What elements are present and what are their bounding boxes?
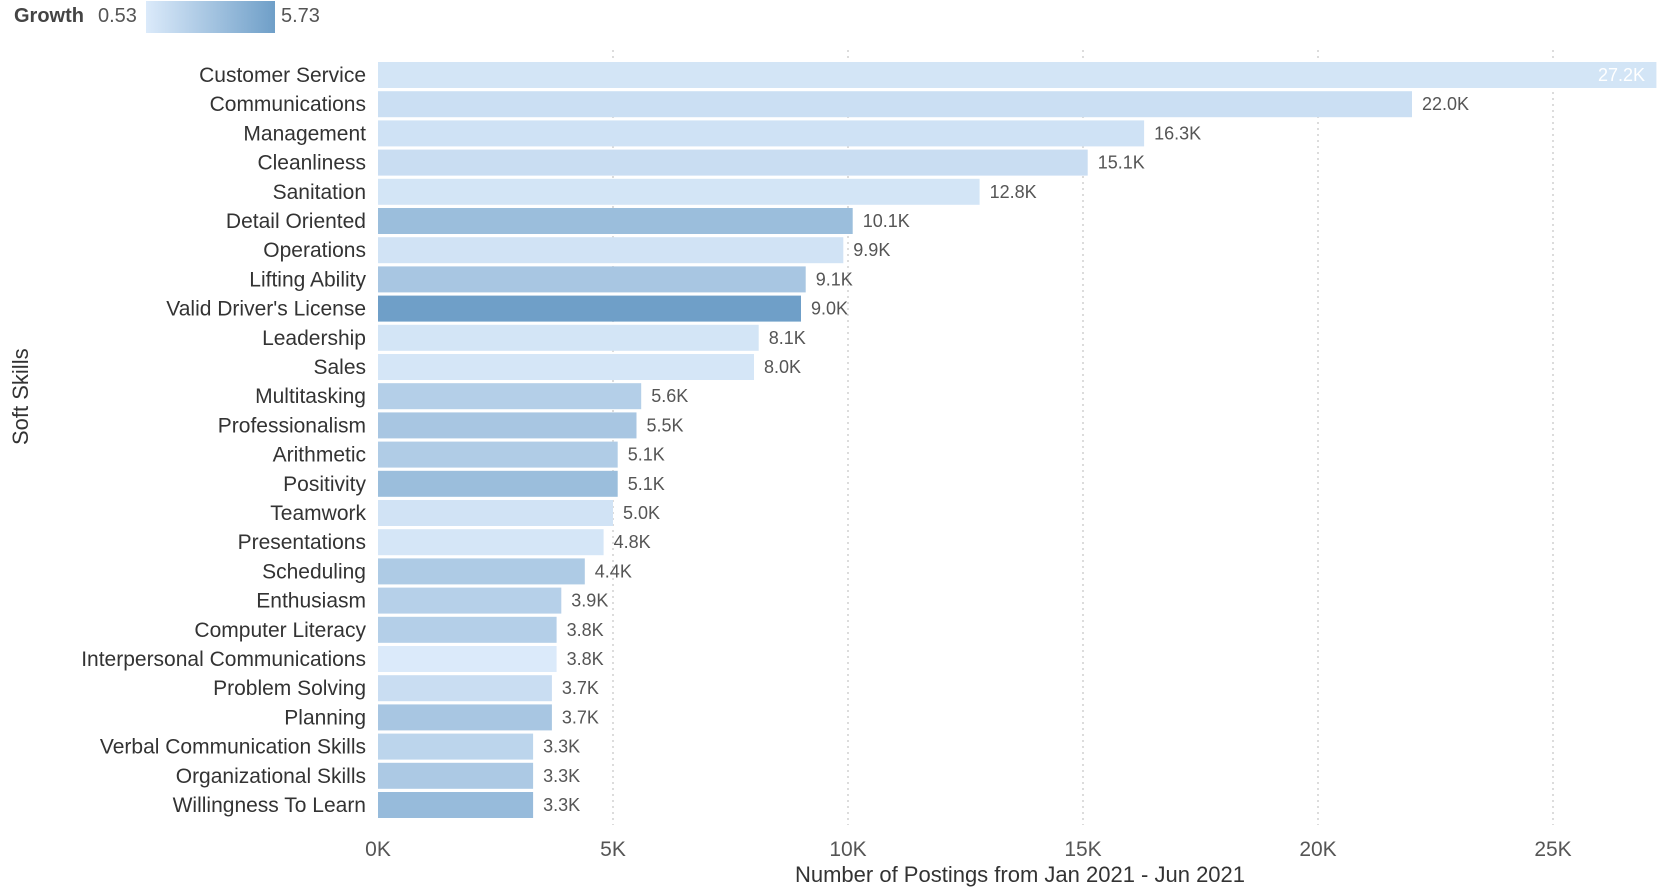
- bar: [378, 500, 613, 526]
- data-label: 27.2K: [1598, 65, 1645, 85]
- legend-max-label: 5.73: [281, 5, 320, 27]
- bar: [378, 762, 534, 789]
- x-tick-label: 5K: [600, 838, 626, 861]
- category-label: Willingness To Learn: [173, 794, 366, 817]
- bar: [378, 675, 552, 702]
- data-label: 5.1K: [628, 474, 665, 494]
- data-label: 3.3K: [543, 766, 580, 786]
- category-label: Problem Solving: [213, 677, 366, 700]
- category-label: Cleanliness: [257, 152, 366, 175]
- category-label: Communications: [210, 93, 366, 116]
- data-label: 3.3K: [543, 795, 580, 815]
- category-label: Sanitation: [273, 181, 366, 204]
- bar: [378, 237, 844, 264]
- x-tick-label: 0K: [365, 838, 391, 861]
- bar: [378, 324, 759, 351]
- data-label: 3.8K: [567, 620, 604, 640]
- category-label: Lifting Ability: [249, 268, 366, 291]
- data-label: 16.3K: [1154, 123, 1201, 143]
- legend-gradient-bar: [146, 1, 275, 33]
- category-label: Multitasking: [255, 385, 366, 408]
- bar: [378, 208, 853, 234]
- bar: [378, 616, 557, 643]
- bar: [378, 646, 557, 672]
- bar: [378, 383, 642, 410]
- bar: [378, 733, 534, 760]
- data-label: 10.1K: [863, 211, 910, 231]
- category-label: Enthusiasm: [256, 590, 366, 613]
- category-label: Sales: [313, 356, 366, 379]
- data-label: 9.9K: [853, 240, 890, 260]
- x-tick-label: 20K: [1299, 838, 1336, 861]
- data-label: 9.1K: [816, 269, 853, 289]
- bar: [378, 441, 618, 468]
- category-label: Teamwork: [270, 502, 366, 525]
- y-axis-title: Soft Skills: [8, 348, 33, 445]
- category-label: Verbal Communication Skills: [100, 736, 366, 759]
- bar: [378, 295, 801, 322]
- data-label: 8.1K: [769, 328, 806, 348]
- bar: [378, 412, 637, 439]
- data-label: 5.0K: [623, 503, 660, 523]
- bar: [378, 470, 618, 497]
- data-label: 3.9K: [571, 591, 608, 611]
- category-label: Planning: [284, 706, 366, 729]
- category-label: Arithmetic: [273, 444, 366, 467]
- category-label: Leadership: [262, 327, 366, 350]
- x-tick-label: 25K: [1534, 838, 1571, 861]
- data-label: 3.8K: [567, 649, 604, 669]
- bar: [378, 120, 1145, 147]
- bar: [378, 62, 1657, 88]
- bar: [378, 792, 534, 818]
- bar: [378, 354, 754, 380]
- data-label: 5.5K: [647, 415, 684, 435]
- data-label: 4.4K: [595, 561, 632, 581]
- category-label: Management: [243, 122, 366, 145]
- bar: [378, 587, 562, 614]
- bar: [378, 178, 980, 205]
- data-label: 3.7K: [562, 707, 599, 727]
- data-label: 4.8K: [614, 532, 651, 552]
- x-axis-title: Number of Postings from Jan 2021 - Jun 2…: [794, 862, 1246, 887]
- data-label: 22.0K: [1422, 94, 1469, 114]
- category-label: Professionalism: [218, 414, 366, 437]
- data-label: 3.3K: [543, 737, 580, 757]
- category-label: Organizational Skills: [176, 765, 366, 788]
- category-label: Detail Oriented: [226, 210, 366, 233]
- data-label: 8.0K: [764, 357, 801, 377]
- category-label: Customer Service: [199, 64, 366, 87]
- legend-title: Growth: [14, 5, 84, 27]
- legend-min-label: 0.53: [98, 5, 137, 27]
- bar: [378, 266, 806, 293]
- bar: [378, 91, 1412, 118]
- category-label: Operations: [263, 239, 366, 262]
- data-label: 15.1K: [1098, 153, 1145, 173]
- data-label: 3.7K: [562, 678, 599, 698]
- category-label: Positivity: [283, 473, 366, 496]
- bar: [378, 704, 552, 731]
- category-label: Scheduling: [262, 560, 366, 583]
- data-label: 12.8K: [990, 182, 1037, 202]
- category-label: Presentations: [238, 531, 366, 554]
- data-label: 5.6K: [651, 386, 688, 406]
- data-label: 5.1K: [628, 445, 665, 465]
- category-label: Valid Driver's License: [166, 298, 366, 321]
- category-label: Interpersonal Communications: [81, 648, 366, 671]
- x-tick-label: 10K: [829, 838, 866, 861]
- bar: [378, 529, 604, 556]
- x-tick-label: 15K: [1064, 838, 1101, 861]
- category-label: Computer Literacy: [194, 619, 366, 642]
- data-label: 9.0K: [811, 299, 848, 319]
- bar: [378, 558, 585, 585]
- bar: [378, 149, 1088, 176]
